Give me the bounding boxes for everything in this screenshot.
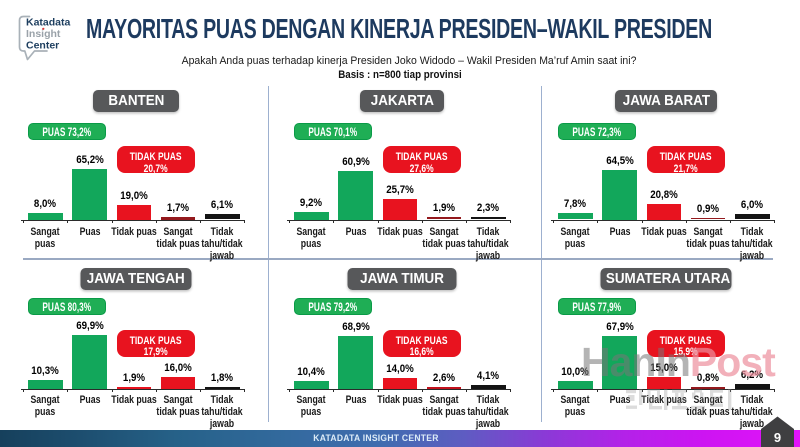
svg-text:Katadata: Katadata [26, 17, 71, 29]
svg-text:9: 9 [774, 430, 781, 445]
svg-text:Insight: Insight [26, 28, 61, 40]
svg-text:Center: Center [26, 40, 59, 52]
